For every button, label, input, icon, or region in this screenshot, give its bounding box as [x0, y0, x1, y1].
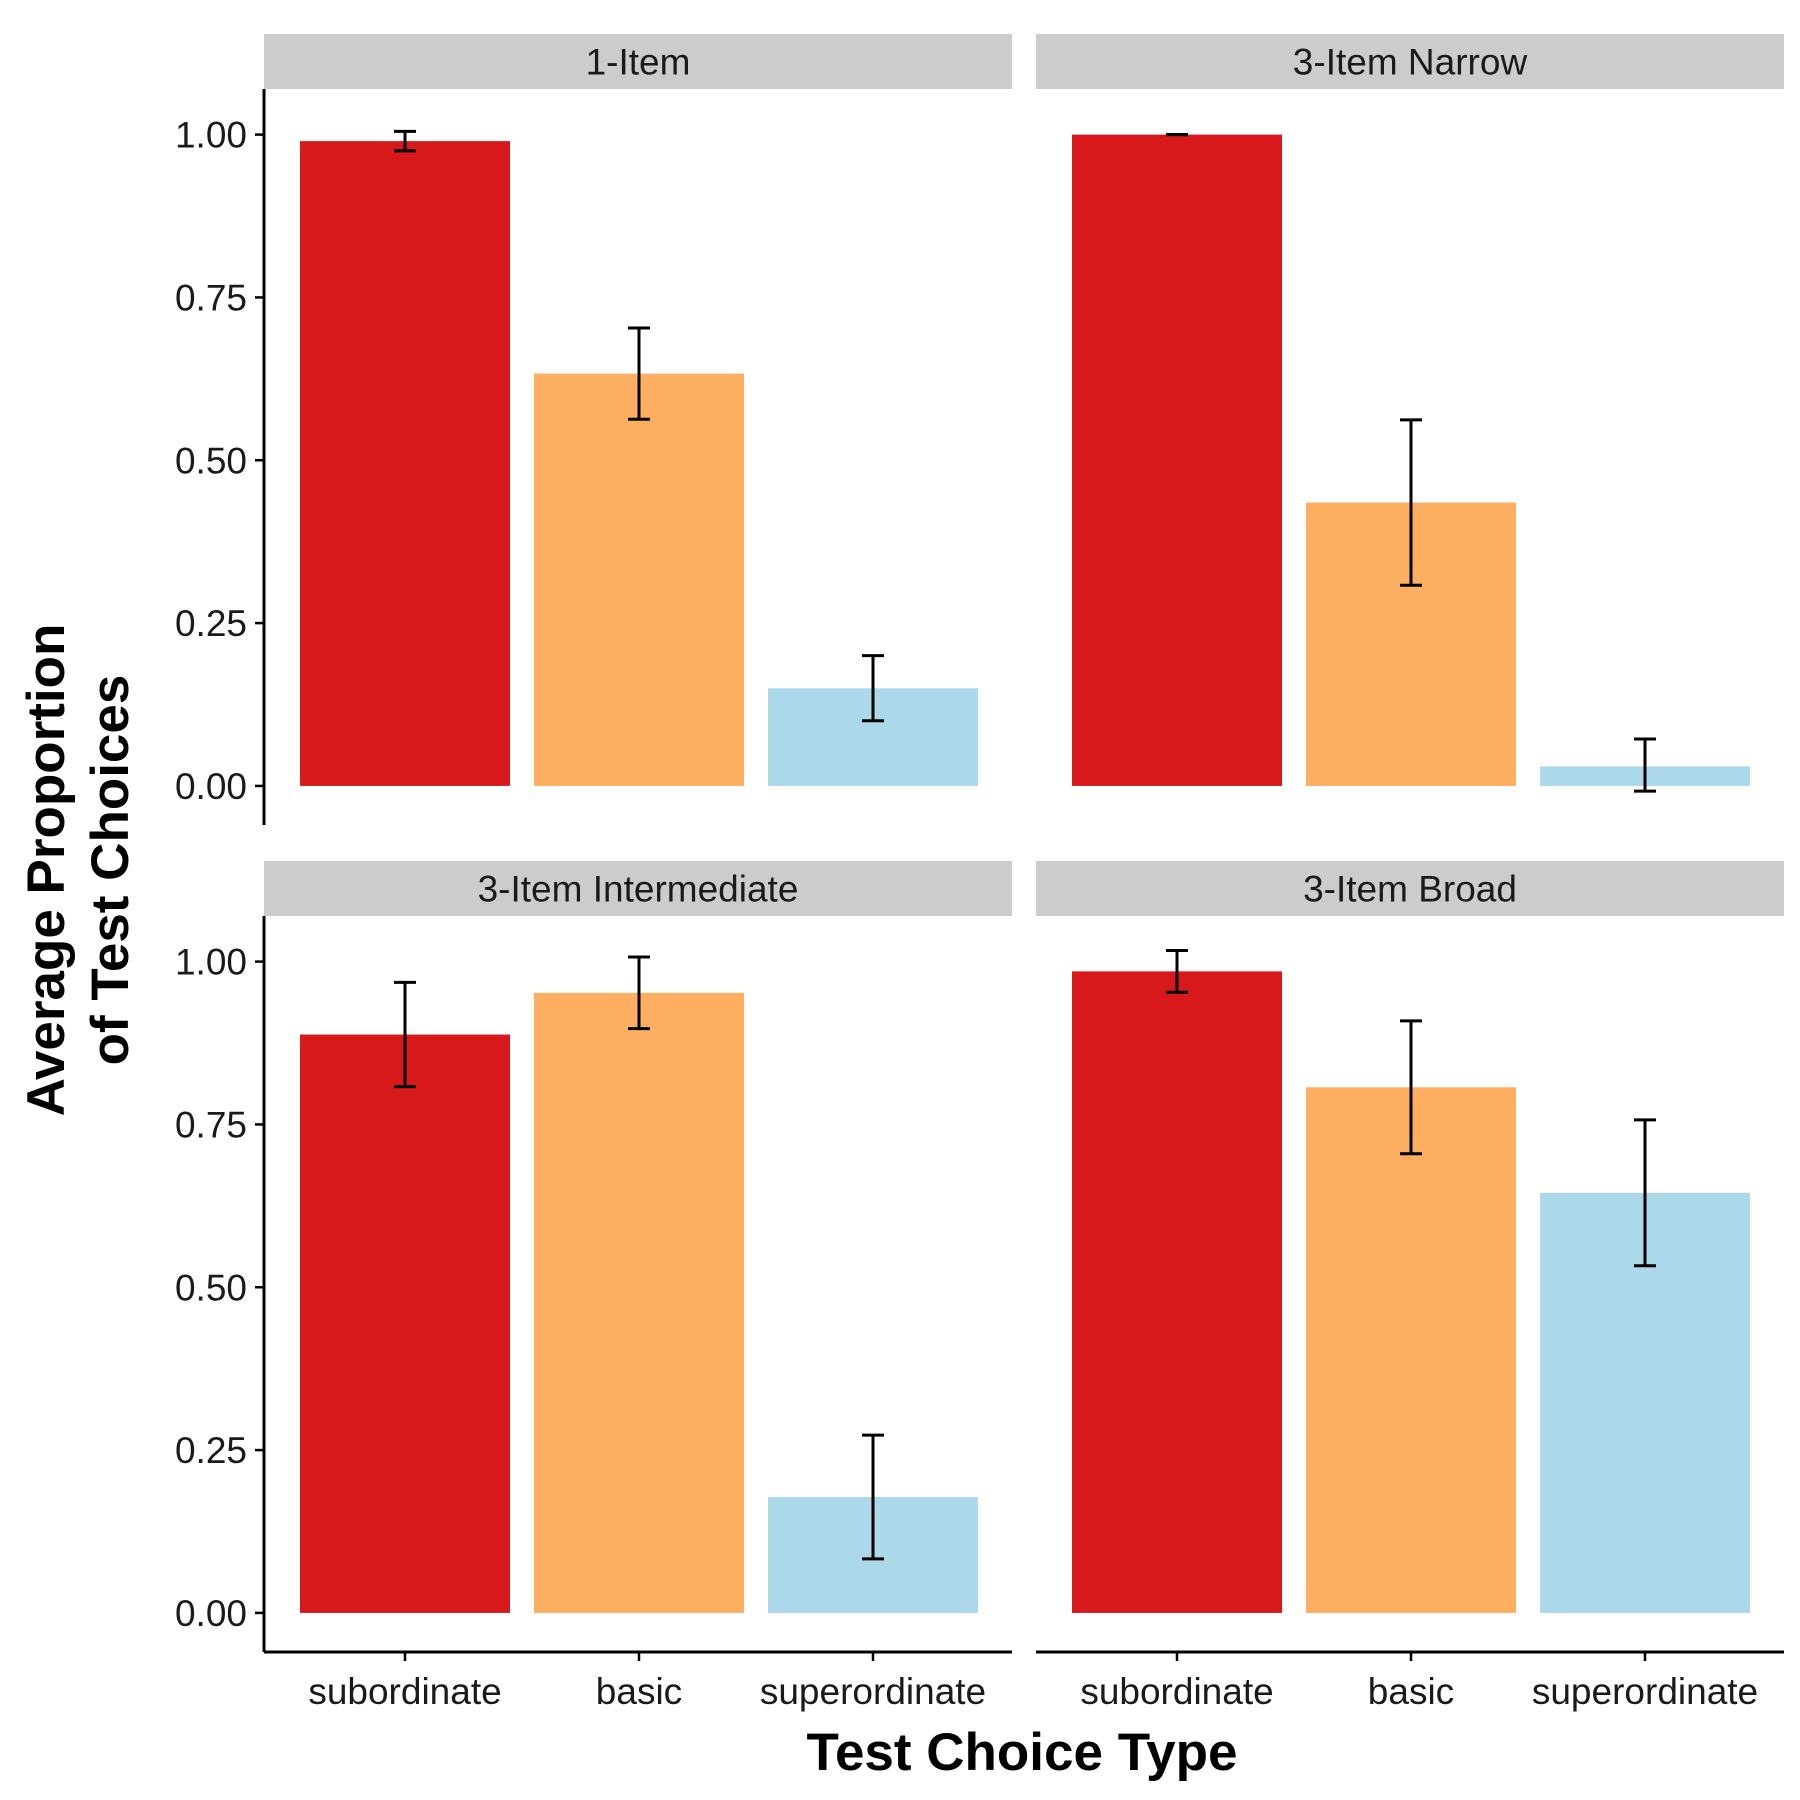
x-tick-label-superordinate: superordinate: [760, 1671, 986, 1712]
panel-1-item: 1-Item 0.00 0.25 0.50 0.75 1.00: [175, 34, 1012, 825]
x-axis-title: Test Choice Type: [807, 1723, 1238, 1782]
x-tick-label-basic: basic: [1368, 1671, 1454, 1712]
x-tick-label-subordinate: subordinate: [1080, 1671, 1273, 1712]
error-bar-3-item-broad-basic: [1400, 1019, 1422, 1156]
error-bar-3-item-narrow-basic: [1400, 418, 1422, 587]
y-axis-title: Average Proportion of Test Choices: [17, 624, 140, 1117]
y-tick-label: 1.00: [175, 115, 247, 156]
error-bar-3-item-intermediate-subordinate: [394, 980, 416, 1089]
y-tick-label: 1.00: [175, 942, 247, 983]
y-axis-title-line-2: of Test Choices: [81, 675, 140, 1066]
bar-1-item-subordinate: [300, 141, 510, 786]
y-tick-label: 0.00: [175, 1593, 247, 1634]
strip-1-item: [264, 34, 1012, 89]
bar-3-item-broad-subordinate: [1072, 971, 1282, 1613]
panel-3-item-intermediate: 3-Item Intermediate 0.00 0.25 0.50 0.75 1.00 s…: [175, 861, 1012, 1712]
error-bar-3-item-broad-superordinate: [1634, 1118, 1656, 1268]
facet-panels: 1-Item 0.00 0.25 0.50 0.75 1.00 3-Item Narrow 3…: [175, 34, 1784, 1712]
error-bar-3-item-broad-subordinate: [1166, 949, 1188, 994]
strip-label-3-item-narrow: 3-Item Narrow: [1293, 42, 1528, 83]
y-tick-label: 0.25: [175, 603, 247, 644]
panel-3-item-broad: 3-Item Broad subordinate basic superordinat…: [1036, 861, 1784, 1712]
strip-label-3-item-intermediate: 3-Item Intermediate: [478, 869, 799, 910]
strip-label-1-item: 1-Item: [586, 42, 691, 83]
strip-3-item-intermediate: [264, 861, 1012, 916]
error-bar-1-item-subordinate: [394, 129, 416, 153]
y-tick-label: 0.75: [175, 277, 247, 318]
error-bar-1-item-basic: [628, 326, 650, 421]
y-tick-label: 0.00: [175, 766, 247, 807]
bar-3-item-narrow-subordinate: [1072, 134, 1282, 786]
strip-3-item-broad: [1036, 861, 1784, 916]
strip-label-3-item-broad: 3-Item Broad: [1303, 869, 1517, 910]
error-bar-3-item-narrow-superordinate: [1634, 737, 1656, 793]
x-tick-label-superordinate: superordinate: [1532, 1671, 1758, 1712]
x-tick-label-subordinate: subordinate: [308, 1671, 501, 1712]
error-bar-3-item-intermediate-superordinate: [862, 1433, 884, 1561]
y-tick-label: 0.25: [175, 1430, 247, 1471]
bar-3-item-intermediate-subordinate: [300, 1034, 510, 1613]
panel-3-item-narrow: 3-Item Narrow: [1036, 34, 1784, 793]
error-bar-3-item-intermediate-basic: [628, 955, 650, 1031]
bar-1-item-basic: [534, 373, 744, 786]
error-bar-1-item-superordinate: [862, 654, 884, 723]
y-tick-label: 0.75: [175, 1104, 247, 1145]
y-tick-label: 0.50: [175, 440, 247, 481]
strip-3-item-narrow: [1036, 34, 1784, 89]
bar-3-item-intermediate-basic: [534, 992, 744, 1613]
y-tick-label: 0.50: [175, 1267, 247, 1308]
x-tick-label-basic: basic: [596, 1671, 682, 1712]
y-axis-title-line-1: Average Proportion: [17, 624, 76, 1117]
bar-3-item-broad-basic: [1306, 1087, 1516, 1613]
